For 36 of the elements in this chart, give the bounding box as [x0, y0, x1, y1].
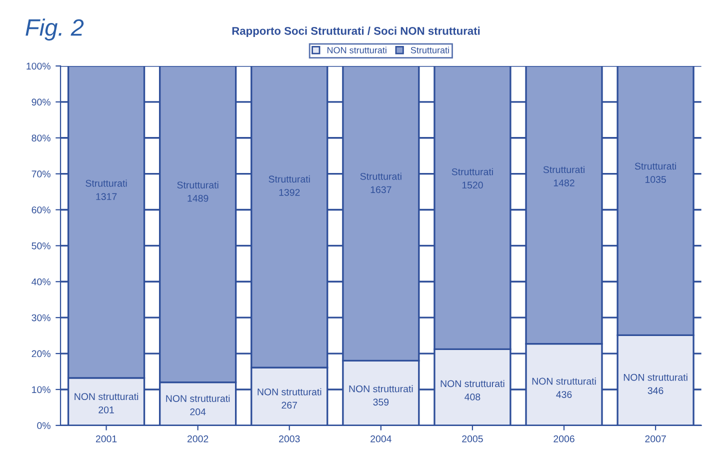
data-label: Strutturati 1392 — [268, 175, 310, 196]
y-tick-label: 70% — [32, 170, 50, 178]
x-tick-label: 2004 — [370, 435, 392, 442]
data-label: Strutturati 1317 — [86, 180, 127, 200]
caption: Fig. 2 — [26, 18, 84, 41]
y-tick-label: 30% — [32, 314, 50, 322]
y-tick-label: 0% — [37, 422, 50, 430]
data-label: Strutturati 1520 — [452, 168, 493, 189]
y-tick-label: 10% — [32, 386, 50, 394]
legend-label: NON strutturati — [327, 46, 386, 54]
data-label: Strutturati 1489 — [177, 181, 218, 202]
data-label: NON strutturati 408 — [440, 380, 504, 400]
y-tick-label: 20% — [32, 350, 50, 358]
y-tick-label: 50% — [32, 242, 50, 250]
data-label: Strutturati 1482 — [543, 166, 584, 186]
data-label: NON strutturati 359 — [349, 385, 413, 406]
data-label: Strutturati 1035 — [634, 162, 676, 183]
x-tick-label: 2003 — [279, 435, 300, 442]
data-label: NON strutturati 436 — [532, 378, 596, 398]
x-tick-label: 2006 — [554, 435, 574, 442]
data-label: NON strutturati 204 — [166, 394, 230, 416]
data-label: NON strutturati 267 — [258, 388, 322, 409]
y-tick-label: 60% — [32, 206, 50, 214]
y-tick-label: 80% — [32, 134, 50, 142]
chart-title: Rapporto Soci Strutturati / Soci NON strutturati — [232, 26, 480, 38]
data-label: NON strutturati 201 — [74, 392, 138, 414]
y-tick-label: 90% — [32, 98, 50, 106]
data-label: NON strutturati 346 — [624, 374, 688, 394]
y-tick-label: 40% — [32, 278, 50, 286]
y-tick-label: 100% — [26, 62, 50, 70]
x-tick-label: 2007 — [645, 435, 666, 442]
x-tick-label: 2005 — [462, 435, 483, 442]
x-tick-label: 2002 — [188, 435, 208, 442]
data-label: Strutturati 1637 — [360, 172, 402, 194]
legend-label: Strutturati — [410, 46, 449, 54]
x-tick-label: 2001 — [96, 435, 117, 442]
